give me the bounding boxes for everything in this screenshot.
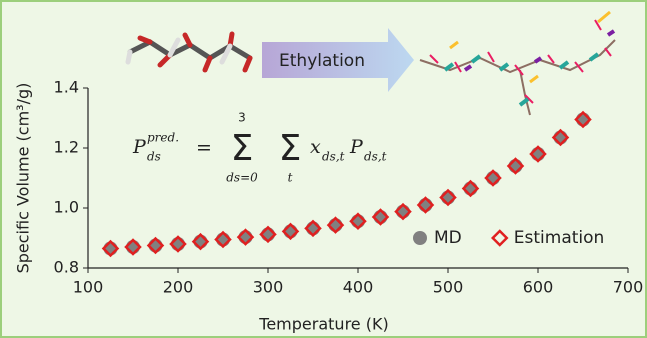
point [171, 237, 185, 251]
x-tick-label: 600 [523, 278, 554, 297]
point [126, 240, 140, 254]
point [419, 198, 433, 212]
point [149, 239, 163, 253]
y-tick-label: 1.2 [54, 138, 79, 157]
x-tick-label: 500 [433, 278, 464, 297]
x-tick-label: 100 [73, 278, 104, 297]
arrow-label: Ethylation [279, 51, 365, 71]
legend-label: Estimation [514, 228, 605, 248]
formula-text: x [310, 136, 321, 158]
formula-text: P [349, 136, 364, 158]
point [284, 224, 298, 238]
x-axis-title: Temperature (K) [258, 315, 388, 334]
formula-text: t [288, 171, 293, 185]
x-tick-label: 400 [343, 278, 374, 297]
point [554, 131, 568, 145]
formula-text: ds,t [322, 150, 345, 164]
y-tick-label: 1.4 [54, 78, 79, 97]
point [216, 233, 230, 247]
legend-label: MD [434, 228, 462, 248]
point [486, 171, 500, 185]
formula-text: Σ [279, 128, 302, 169]
point [306, 221, 320, 235]
x-tick-label: 300 [253, 278, 284, 297]
formula-text: 3 [238, 111, 246, 125]
x-tick-label: 700 [613, 278, 644, 297]
legend-marker [413, 231, 427, 245]
point [194, 235, 208, 249]
formula-text: P [132, 136, 147, 158]
y-tick-label: 1.0 [54, 198, 79, 217]
point [261, 227, 275, 241]
point [576, 113, 590, 127]
point [441, 191, 455, 205]
point [396, 205, 410, 219]
x-tick-label: 200 [163, 278, 194, 297]
formula-text: ds [147, 150, 161, 164]
formula-text: ds=0 [226, 171, 258, 185]
formula-text: = [196, 137, 212, 159]
point [351, 214, 365, 228]
point [239, 230, 253, 244]
point [329, 218, 343, 232]
y-tick-label: 0.8 [54, 258, 79, 277]
point [531, 147, 545, 161]
point [464, 182, 478, 196]
formula-text: pred. [147, 131, 179, 145]
formula-text: Σ [231, 128, 254, 169]
point [509, 159, 523, 173]
point [374, 210, 388, 224]
y-axis-title: Specific Volume (cm³/g) [14, 83, 33, 274]
chart: Ethylation P ds pred. = Σ 3 ds=0 Σ t x d… [0, 0, 647, 338]
formula-text: ds,t [364, 150, 387, 164]
point [104, 242, 118, 256]
